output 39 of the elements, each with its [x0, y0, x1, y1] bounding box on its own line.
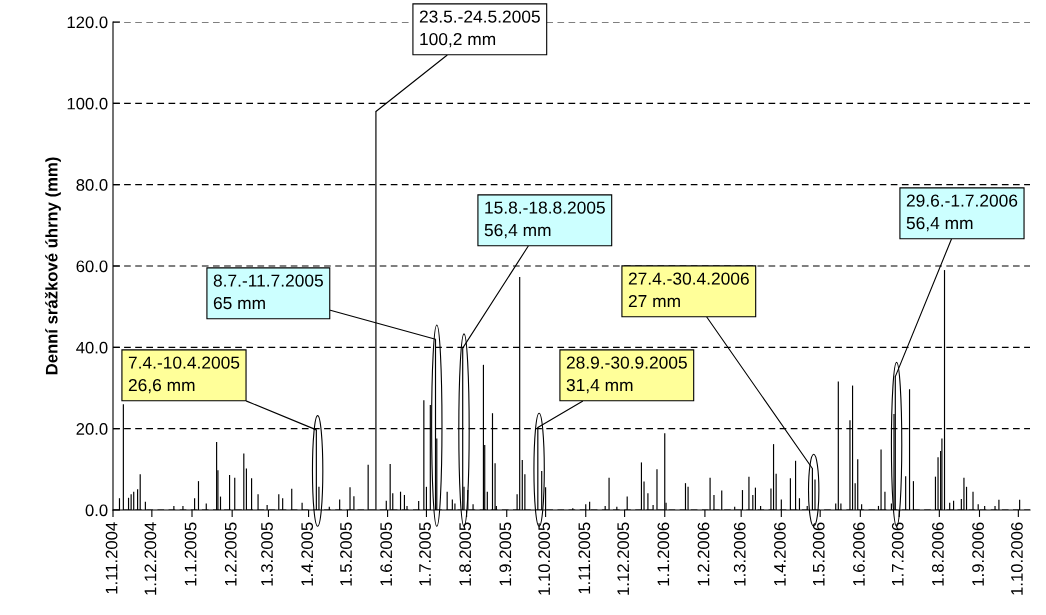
- x-tick-label: 1.3.2005: [261, 522, 273, 586]
- x-tick-label: 1.3.2006: [733, 522, 746, 586]
- y-tick-label: 100.0: [67, 97, 108, 110]
- x-tick-label: 1.12.2005: [617, 522, 630, 595]
- x-tick-label: 1.6.2005: [380, 522, 393, 586]
- x-tick-label: 1.5.2005: [340, 522, 352, 586]
- x-tick-label: 1.10.2005: [538, 522, 551, 595]
- annotation: 15.8.-18.8.2005 56,4 mm: [484, 201, 605, 239]
- y-tick-label: 20.0: [76, 423, 108, 435]
- y-tick-label: 40.0: [76, 341, 108, 354]
- y-axis-title: Denní srážkové úhrny (mm): [44, 157, 61, 375]
- x-tick-label: 1.9.2005: [499, 522, 512, 586]
- x-tick-label: 1.10.2006: [1011, 522, 1023, 595]
- annotation: 7.4.-10.4.2005 26,6 mm: [128, 356, 240, 394]
- x-tick-label: 1.7.2005: [419, 522, 431, 586]
- annotation: 23.5.-24.5.2005 100,2 mm: [419, 10, 540, 48]
- x-tick-label: 1.9.2006: [972, 522, 984, 586]
- x-tick-label: 1.8.2006: [932, 522, 944, 586]
- x-tick-label: 1.4.2005: [301, 522, 314, 586]
- y-tick-label: 60.0: [76, 260, 108, 273]
- x-tick-label: 1.1.2005: [184, 522, 197, 586]
- x-tick-label: 1.2.2005: [224, 522, 237, 586]
- annotation: 29.6.-1.7.2006 56,4 mm: [906, 194, 1018, 232]
- x-tick-label: 1.5.2006: [812, 522, 825, 586]
- x-tick-label: 1.2.2006: [697, 522, 710, 586]
- annotation: 27.4.-30.4.2006 27 mm: [628, 272, 749, 308]
- y-tick-label: 0.0: [85, 504, 108, 517]
- x-tick-label: 1.6.2006: [853, 522, 865, 586]
- x-tick-label: 1.12.2004: [144, 522, 157, 595]
- x-tick-label: 1.11.2004: [105, 522, 118, 594]
- x-tick-label: 1.4.2006: [773, 522, 786, 586]
- x-tick-label: 1.11.2005: [578, 522, 591, 594]
- annotation: 28.9.-30.9.2005 31,4 mm: [566, 356, 687, 394]
- x-tick-label: 1.7.2006: [891, 522, 904, 586]
- y-tick-label: 80.0: [76, 179, 108, 191]
- x-tick-label: 1.8.2005: [459, 522, 472, 586]
- annotation: 8.7.-11.7.2005 65 mm: [213, 274, 323, 310]
- x-tick-label: 1.1.2006: [657, 522, 670, 586]
- y-tick-label: 120.0: [67, 16, 108, 29]
